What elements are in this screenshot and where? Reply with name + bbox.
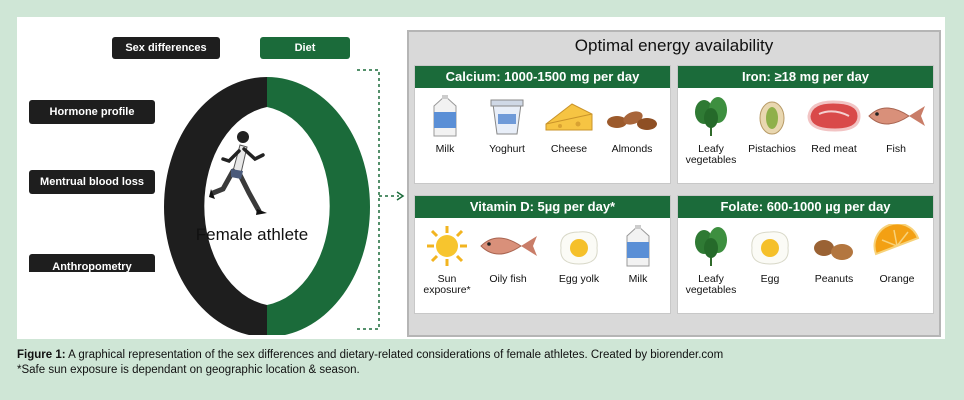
item-label: Oily fish: [489, 273, 527, 285]
label-mentrual-blood-loss: Mentrual blood loss: [29, 170, 155, 194]
box-calcium: Calcium: 1000-1500 mg per day Milk Yoghu…: [414, 65, 671, 184]
item-fish: Fish: [864, 94, 928, 155]
item-label: Milk: [435, 143, 455, 155]
egg-icon: [751, 231, 789, 265]
red-meat-icon: [807, 100, 861, 132]
item-label: Leafy vegetables: [685, 143, 737, 166]
ring-diagram: [164, 77, 370, 335]
caption-note: *Safe sun exposure is dependant on geogr…: [17, 364, 360, 376]
item-orange: Orange: [868, 224, 926, 285]
bracket-connector: [357, 69, 405, 330]
fish-icon: [868, 106, 925, 126]
figure-caption: Figure 1: A graphical representation of …: [17, 348, 947, 378]
item-milk: Milk: [420, 94, 470, 155]
item-leafy-vegetables: Leafy vegetables: [682, 94, 740, 166]
center-title: Female athlete: [195, 225, 309, 244]
label-anthropometry: Anthropometry: [29, 254, 155, 272]
item-label: Almonds: [611, 143, 653, 155]
item-label: Orange: [879, 273, 915, 285]
item-yoghurt: Yoghurt: [477, 94, 537, 155]
tag-sex-differences: Sex differences: [112, 37, 220, 59]
box-vitamin-d: Vitamin D: 5µg per day* Sun exposure* Oi…: [414, 195, 671, 314]
leafy-vegetables-icon: [695, 97, 727, 136]
item-label: Pistachios: [748, 143, 796, 155]
runner-icon: [209, 131, 267, 215]
item-label: Fish: [886, 143, 906, 155]
item-label: Egg yolk: [558, 273, 600, 285]
panel-title: Optimal energy availability: [574, 36, 774, 55]
item-pistachios: Pistachios: [741, 94, 803, 155]
pistachios-icon: [759, 101, 785, 135]
energy-panel: Optimal energy availability Calcium: 100…: [407, 30, 941, 337]
item-label: Leafy vegetables: [685, 273, 737, 296]
egg-yolk-icon: [560, 231, 598, 265]
item-cheese: Cheese: [539, 94, 599, 155]
peanuts-icon: [814, 240, 853, 260]
orange-icon: [873, 224, 920, 256]
item-label: Egg: [760, 273, 780, 285]
box-iron: Iron: ≥18 mg per day Leafy vegetables Pi…: [677, 65, 934, 184]
box-iron-title: Iron: ≥18 mg per day: [678, 66, 933, 88]
item-oily-fish: Oily fish: [475, 224, 541, 285]
leafy-vegetables-icon: [695, 227, 727, 266]
item-label: Red meat: [811, 143, 857, 155]
cheese-icon: [545, 103, 593, 131]
almonds-icon: [607, 111, 657, 130]
yoghurt-icon: [490, 99, 524, 135]
item-label: Milk: [628, 273, 648, 285]
milk-carton-icon: [626, 225, 650, 267]
item-leafy-vegetables-2: Leafy vegetables: [682, 224, 740, 296]
caption-label: Figure 1:: [17, 349, 66, 361]
item-label: Sun exposure*: [423, 273, 471, 296]
ring-dark-half: [164, 77, 267, 335]
tag-diet: Diet: [260, 37, 350, 59]
item-label: Peanuts: [814, 273, 854, 285]
caption-line: Figure 1: A graphical representation of …: [17, 348, 947, 363]
box-folate-title: Folate: 600-1000 µg per day: [678, 196, 933, 218]
box-folate: Folate: 600-1000 µg per day Leafy vegeta…: [677, 195, 934, 314]
item-peanuts: Peanuts: [804, 224, 864, 285]
item-milk-2: Milk: [613, 224, 663, 285]
milk-carton-icon: [433, 95, 457, 137]
sun-icon: [427, 226, 467, 266]
box-calcium-title: Calcium: 1000-1500 mg per day: [415, 66, 670, 88]
item-sun-exposure: Sun exposure*: [418, 224, 476, 296]
label-hormone-profile: Hormone profile: [29, 100, 155, 124]
item-almonds: Almonds: [601, 94, 663, 155]
item-label: Cheese: [550, 143, 588, 155]
ring-green-half: [267, 77, 370, 335]
item-red-meat: Red meat: [802, 94, 866, 155]
box-vitamin-d-title: Vitamin D: 5µg per day*: [415, 196, 670, 218]
figure-canvas: Sex differences Diet Hormone profile Men…: [17, 17, 945, 339]
item-egg: Egg: [742, 224, 798, 285]
item-egg-yolk: Egg yolk: [549, 224, 609, 285]
oily-fish-icon: [480, 236, 537, 256]
caption-text: A graphical representation of the sex di…: [65, 349, 724, 361]
item-label: Yoghurt: [489, 143, 525, 155]
